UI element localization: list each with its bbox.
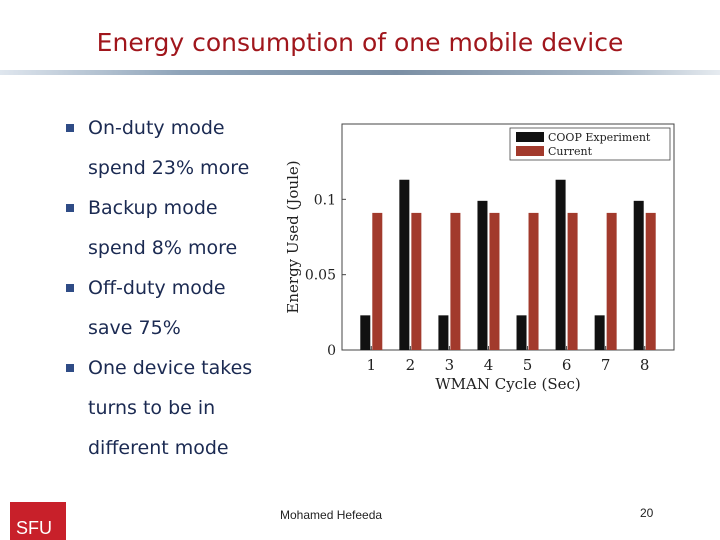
bullet-item: Off-duty mode save 75% (66, 268, 286, 348)
x-tick-label: 4 (484, 356, 494, 374)
footer-author: Mohamed Hefeeda (280, 508, 383, 522)
bullet-text: different mode (88, 437, 229, 459)
sfu-logo: SFU (0, 502, 66, 540)
bar-current (450, 212, 461, 350)
bullet-text: save 75% (88, 317, 181, 339)
bar-current (489, 212, 500, 350)
bullet-text: spend 23% more (88, 157, 250, 179)
x-axis-label: WMAN Cycle (Sec) (435, 375, 581, 393)
y-tick-label: 0.05 (305, 268, 336, 284)
square-bullet-icon (66, 204, 74, 212)
bar-coop (594, 315, 605, 350)
square-bullet-icon (66, 124, 74, 132)
sfu-logo-text: SFU (16, 518, 52, 538)
plot-area (341, 123, 675, 351)
y-tick-label: 0.1 (314, 192, 336, 208)
bar-coop (399, 179, 410, 350)
bullet-text: spend 8% more (88, 237, 238, 259)
bar-current (567, 212, 578, 350)
bar-coop (360, 315, 371, 350)
x-tick-label: 6 (562, 356, 572, 374)
slide-title: Energy consumption of one mobile device (96, 28, 624, 57)
bullet-item: Backup mode spend 8% more (66, 188, 286, 268)
bullet-list: On-duty mode spend 23% more Backup mode … (66, 108, 286, 468)
bar-coop (516, 315, 527, 350)
bullet-text: turns to be in (88, 397, 216, 419)
bar-current (411, 212, 422, 350)
x-tick-label: 3 (445, 356, 455, 374)
x-tick-label: 2 (406, 356, 416, 374)
legend-label-current: Current (548, 145, 593, 158)
bullet-text: Backup mode (88, 197, 218, 219)
legend-label-coop: COOP Experiment (548, 131, 651, 144)
bar-current (528, 212, 539, 350)
y-axis-label: Energy Used (Joule) (284, 160, 302, 313)
bar-current (645, 212, 656, 350)
bar-coop (477, 200, 488, 350)
energy-bar-chart: 0 0.05 0.1 1 2 3 4 5 6 7 8 COOP Experiment Curren… (284, 123, 675, 393)
page-number: 20 (640, 506, 654, 520)
bar-coop (633, 200, 644, 350)
bullet-item: One device takes turns to be in differen… (66, 348, 286, 468)
x-tick-label: 8 (640, 356, 650, 374)
x-tick-label: 1 (367, 356, 377, 374)
chart-legend: COOP Experiment Current (509, 127, 671, 161)
bar-coop (438, 315, 449, 350)
bar-current (606, 212, 617, 350)
bullet-text: Off-duty mode (88, 277, 226, 299)
bullet-item: On-duty mode spend 23% more (66, 108, 286, 188)
x-tick-label: 7 (601, 356, 611, 374)
square-bullet-icon (66, 364, 74, 372)
x-tick-label: 5 (523, 356, 533, 374)
legend-swatch-coop (516, 132, 544, 142)
bullet-text: One device takes (88, 357, 253, 379)
bullet-text: On-duty mode (88, 117, 225, 139)
bar-current (372, 212, 383, 350)
legend-swatch-current (516, 146, 544, 156)
y-tick-label: 0 (327, 343, 336, 359)
bar-coop (555, 179, 566, 350)
title-divider (0, 70, 720, 75)
square-bullet-icon (66, 284, 74, 292)
